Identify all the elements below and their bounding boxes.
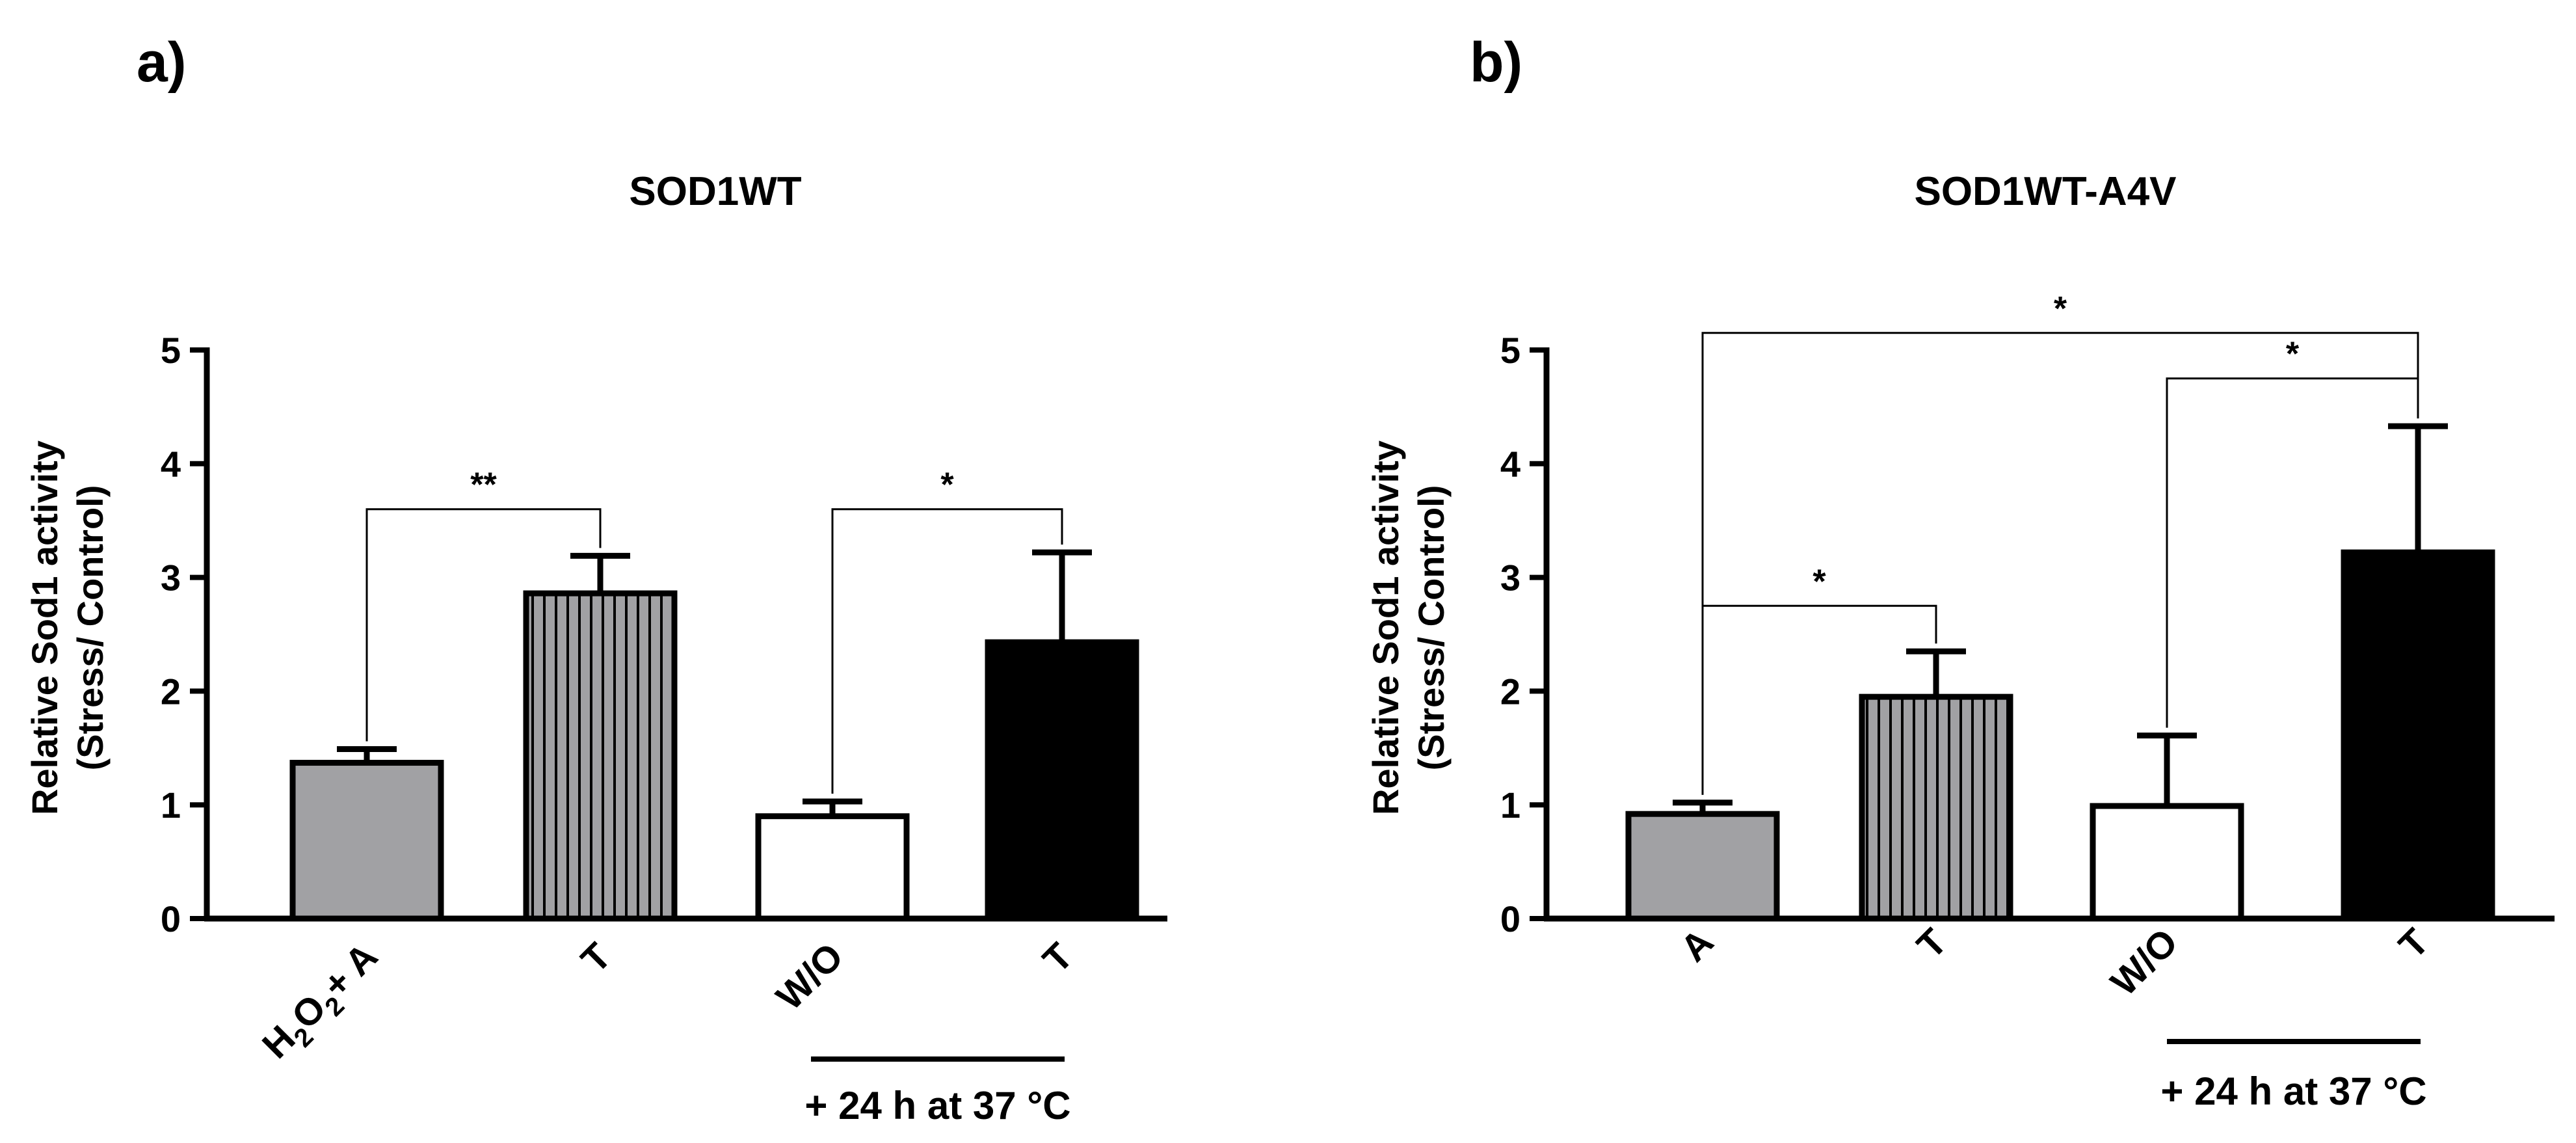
y-tick-label: 2	[1500, 671, 1520, 712]
significance-bracket: **	[365, 466, 602, 742]
error-bar	[337, 746, 397, 763]
significance-label: *	[1812, 563, 1826, 600]
category-label: T	[1909, 921, 1955, 967]
panel-a: a) SOD1WT Relative Sod1 activity (Stress…	[24, 31, 1167, 1127]
category-label: H2O2+ A	[254, 935, 392, 1072]
y-tick-label: 3	[1500, 558, 1520, 598]
y-tick-label: 4	[1500, 444, 1520, 485]
bar	[2090, 803, 2244, 922]
y-tick-label: 5	[161, 330, 181, 371]
category-label: A	[1673, 921, 1722, 970]
significance-label: *	[2054, 290, 2067, 328]
condition-label: + 24 h at 37 °C	[804, 1084, 1070, 1127]
y-tick-label: 0	[1500, 898, 1520, 939]
error-bar	[1673, 800, 1733, 814]
error-bar	[570, 552, 630, 594]
y-tick-label: 5	[1500, 330, 1520, 371]
category-label: T	[1035, 935, 1081, 981]
significance-bracket: *	[1701, 290, 2419, 795]
bar	[1625, 811, 1780, 922]
y-axis-label: Relative Sod1 activity (Stress/ Control)	[1365, 440, 1452, 815]
significance-label: **	[470, 466, 497, 504]
bar	[289, 760, 444, 922]
bar	[523, 590, 678, 922]
category-label: T	[2391, 921, 2437, 967]
y-tick-label: 1	[1500, 785, 1520, 826]
significance-label: *	[940, 466, 954, 504]
bar	[1859, 693, 2013, 922]
panel-label: a)	[137, 31, 186, 94]
bar	[2341, 549, 2495, 922]
error-bar	[2137, 733, 2197, 806]
y-tick-label: 3	[161, 558, 181, 598]
y-axis-label-line-1: Relative Sod1 activity	[24, 440, 65, 815]
error-bar	[1032, 549, 1092, 643]
chart-title: SOD1WT-A4V	[1914, 169, 2176, 214]
significance-bracket: *	[831, 466, 1063, 794]
y-tick-label: 0	[161, 898, 181, 939]
category-label: T	[573, 935, 619, 981]
bar	[985, 639, 1139, 922]
panel-label: b)	[1470, 31, 1522, 94]
panel-b: b) SOD1WT-A4V Relative Sod1 activity (St…	[1365, 31, 2555, 1113]
significance-label: *	[2286, 336, 2300, 373]
category-label: W/O	[2103, 921, 2186, 1004]
error-bar	[803, 798, 862, 816]
chart-title: SOD1WT	[629, 169, 801, 214]
bar	[755, 813, 910, 922]
y-axis-label-line-1: Relative Sod1 activity	[1365, 440, 1406, 815]
y-tick-label: 2	[161, 671, 181, 712]
y-tick-label: 1	[161, 785, 181, 826]
y-axis-label: Relative Sod1 activity (Stress/ Control)	[24, 440, 111, 815]
y-axis-label-line-2: (Stress/ Control)	[70, 485, 111, 771]
y-tick-label: 4	[161, 444, 181, 485]
category-label: W/O	[768, 935, 851, 1018]
y-axis-label-line-2: (Stress/ Control)	[1411, 485, 1452, 771]
error-bar	[2388, 423, 2448, 553]
condition-label: + 24 h at 37 °C	[2160, 1069, 2426, 1113]
plot-area: 0 1 2 3 4 5 A T W/O T * * *	[1500, 290, 2555, 1004]
error-bar	[1906, 648, 1966, 697]
